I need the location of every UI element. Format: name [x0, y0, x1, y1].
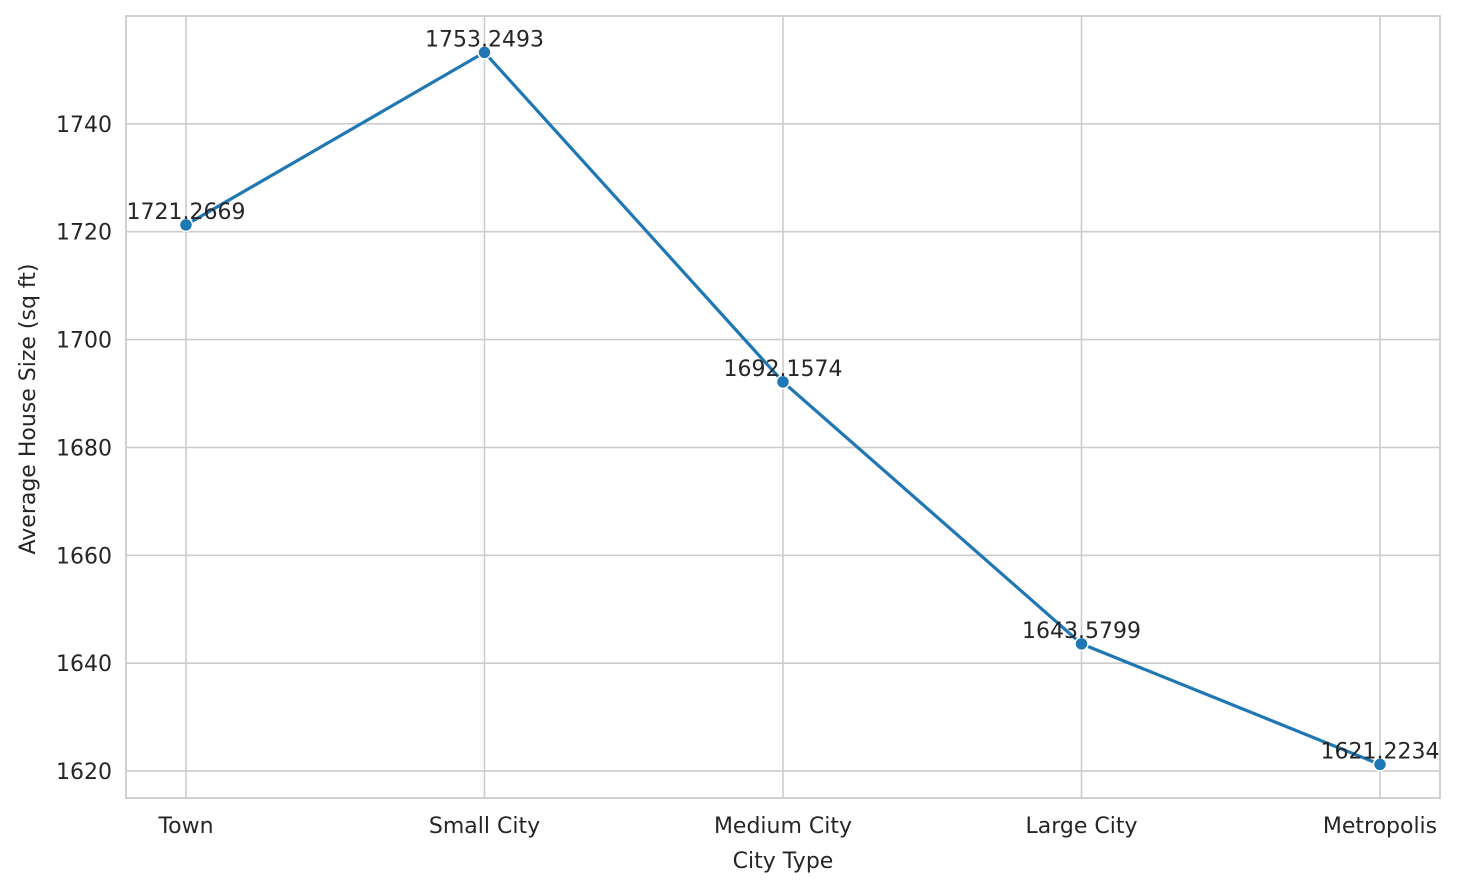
x-axis-label: City Type: [733, 849, 834, 874]
y-tick-label: 1620: [56, 760, 112, 785]
data-label: 1621.2234: [1321, 739, 1440, 764]
y-tick-label: 1700: [56, 329, 112, 354]
y-tick-label: 1740: [56, 113, 112, 138]
data-point: [775, 374, 791, 390]
data-label: 1721.2669: [127, 200, 246, 225]
data-point: [477, 45, 492, 60]
grid: [126, 16, 1440, 798]
y-axis-label: Average House Size (sq ft): [16, 264, 41, 555]
x-tick-label: Medium City: [714, 814, 852, 839]
series: [178, 45, 1388, 772]
y-tick-label: 1640: [56, 652, 112, 677]
x-axis-ticks: Town Small City Medium City Large City Metro…: [157, 814, 1437, 839]
x-tick-label: Metropolis: [1323, 814, 1437, 839]
data-point: [178, 217, 194, 233]
x-tick-label: Town: [157, 814, 213, 839]
data-label: 1753.2493: [425, 27, 544, 52]
x-tick-label: Small City: [429, 814, 540, 839]
data-labels: 1721.2669 1753.2493 1692.1574 1643.5799 1621…: [127, 27, 1440, 764]
data-label: 1692.1574: [724, 357, 843, 382]
y-tick-label: 1720: [56, 221, 112, 246]
data-point: [1372, 757, 1388, 772]
data-label: 1643.5799: [1022, 619, 1141, 644]
y-tick-label: 1660: [56, 544, 112, 569]
x-tick-label: Large City: [1025, 814, 1137, 839]
y-tick-label: 1680: [56, 436, 112, 461]
data-point: [1074, 636, 1089, 652]
y-axis-ticks: 1620 1640 1660 1680 1700 1720 1740: [56, 113, 112, 785]
plot-frame: [125, 15, 1441, 799]
